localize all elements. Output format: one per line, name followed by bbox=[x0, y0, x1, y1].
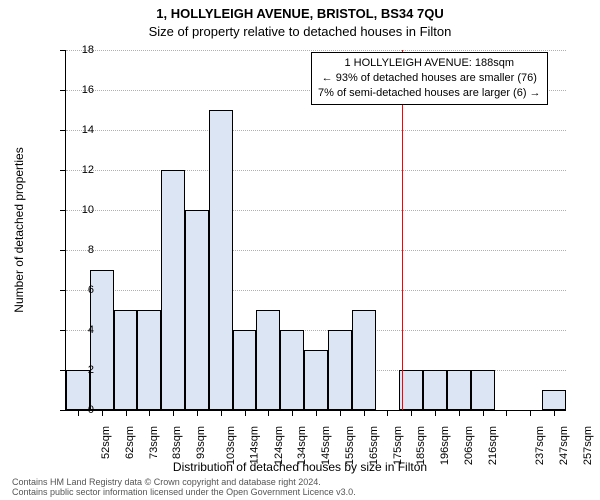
x-tick bbox=[530, 410, 531, 416]
histogram-bar bbox=[280, 330, 304, 410]
chart-subtitle: Size of property relative to detached ho… bbox=[0, 24, 600, 39]
histogram-bar bbox=[233, 330, 257, 410]
histogram-bar bbox=[185, 210, 209, 410]
annotation-line-1: 1 HOLLYLEIGH AVENUE: 188sqm bbox=[318, 56, 541, 71]
x-tick-label: 83sqm bbox=[171, 426, 183, 459]
x-tick-label: 216sqm bbox=[487, 426, 499, 465]
x-tick bbox=[483, 410, 484, 416]
annotation-line-2: ← 93% of detached houses are smaller (76… bbox=[318, 71, 541, 86]
x-tick-label: 257sqm bbox=[582, 426, 594, 465]
x-tick bbox=[268, 410, 269, 416]
histogram-bar bbox=[209, 110, 233, 410]
x-tick bbox=[435, 410, 436, 416]
x-tick-label: 237sqm bbox=[535, 426, 547, 465]
histogram-bar bbox=[471, 370, 495, 410]
footer-line-2: Contains public sector information licen… bbox=[12, 488, 356, 498]
histogram-bar bbox=[328, 330, 352, 410]
histogram-bar bbox=[352, 310, 376, 410]
grid-line bbox=[66, 210, 566, 211]
x-tick-label: 124sqm bbox=[273, 426, 285, 465]
x-tick-label: 134sqm bbox=[297, 426, 309, 465]
grid-line bbox=[66, 290, 566, 291]
x-tick bbox=[387, 410, 388, 416]
grid-line bbox=[66, 170, 566, 171]
y-tick-label: 18 bbox=[64, 44, 94, 56]
x-tick-label: 52sqm bbox=[100, 426, 112, 459]
grid-line bbox=[66, 250, 566, 251]
y-tick-label: 12 bbox=[64, 164, 94, 176]
y-tick-label: 0 bbox=[64, 404, 94, 416]
x-tick bbox=[340, 410, 341, 416]
grid-line bbox=[66, 50, 566, 51]
x-tick-label: 247sqm bbox=[558, 426, 570, 465]
y-tick-label: 14 bbox=[64, 124, 94, 136]
x-tick bbox=[221, 410, 222, 416]
annotation-box: 1 HOLLYLEIGH AVENUE: 188sqm ← 93% of det… bbox=[311, 52, 548, 105]
x-tick bbox=[554, 410, 555, 416]
footer-attribution: Contains HM Land Registry data © Crown c… bbox=[12, 478, 356, 498]
x-tick bbox=[126, 410, 127, 416]
x-tick bbox=[411, 410, 412, 416]
x-tick bbox=[149, 410, 150, 416]
y-tick-label: 4 bbox=[64, 324, 94, 336]
x-tick-label: 175sqm bbox=[392, 426, 404, 465]
grid-line bbox=[66, 130, 566, 131]
x-tick-label: 206sqm bbox=[463, 426, 475, 465]
y-tick-label: 6 bbox=[64, 284, 94, 296]
x-tick bbox=[173, 410, 174, 416]
x-tick-label: 155sqm bbox=[344, 426, 356, 465]
annotation-line-3: 7% of semi-detached houses are larger (6… bbox=[318, 86, 541, 101]
x-tick-label: 93sqm bbox=[195, 426, 207, 459]
x-tick-label: 185sqm bbox=[416, 426, 428, 465]
x-tick bbox=[364, 410, 365, 416]
histogram-bar bbox=[304, 350, 328, 410]
x-tick bbox=[316, 410, 317, 416]
y-tick-label: 10 bbox=[64, 204, 94, 216]
x-tick-label: 196sqm bbox=[439, 426, 451, 465]
x-tick bbox=[506, 410, 507, 416]
x-tick bbox=[102, 410, 103, 416]
chart-container: 1, HOLLYLEIGH AVENUE, BRISTOL, BS34 7QU … bbox=[0, 0, 600, 500]
x-tick-label: 145sqm bbox=[320, 426, 332, 465]
x-tick bbox=[197, 410, 198, 416]
x-tick-label: 114sqm bbox=[248, 426, 260, 464]
histogram-bar bbox=[161, 170, 185, 410]
x-tick-label: 165sqm bbox=[368, 426, 380, 465]
x-tick bbox=[245, 410, 246, 416]
histogram-bar bbox=[542, 390, 566, 410]
x-tick-label: 62sqm bbox=[124, 426, 136, 459]
x-tick bbox=[459, 410, 460, 416]
x-tick-label: 103sqm bbox=[225, 426, 237, 465]
histogram-bar bbox=[137, 310, 161, 410]
chart-title: 1, HOLLYLEIGH AVENUE, BRISTOL, BS34 7QU bbox=[0, 6, 600, 21]
histogram-bar bbox=[114, 310, 138, 410]
y-tick-label: 8 bbox=[64, 244, 94, 256]
histogram-bar bbox=[447, 370, 471, 410]
y-axis-label: Number of detached properties bbox=[12, 147, 26, 312]
plot-area: 1 HOLLYLEIGH AVENUE: 188sqm ← 93% of det… bbox=[65, 50, 566, 411]
x-tick bbox=[292, 410, 293, 416]
x-tick-label: 73sqm bbox=[148, 426, 160, 459]
histogram-bar bbox=[399, 370, 423, 410]
histogram-bar bbox=[256, 310, 280, 410]
histogram-bar bbox=[423, 370, 447, 410]
y-tick-label: 2 bbox=[64, 364, 94, 376]
y-tick-label: 16 bbox=[64, 84, 94, 96]
